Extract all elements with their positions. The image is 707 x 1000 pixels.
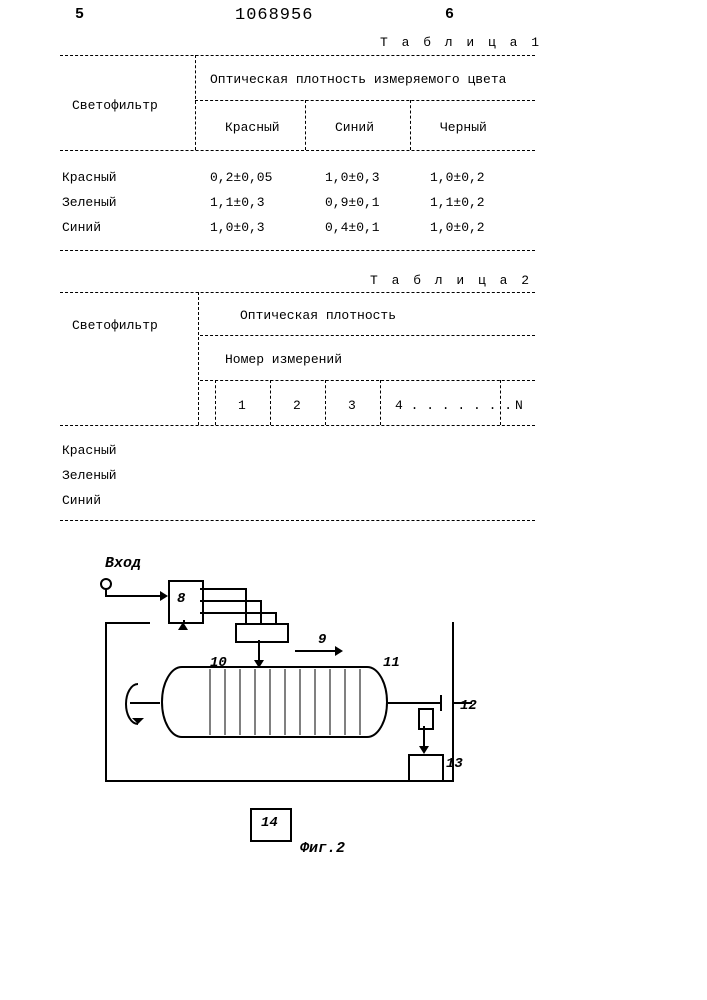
diag-top-block — [235, 623, 289, 643]
page-right-num: 6 — [445, 6, 454, 23]
t1-r2-c0: 1,0±0,3 — [210, 220, 265, 235]
t1-mid-rule — [195, 100, 535, 101]
rotation-arc-icon — [118, 680, 148, 728]
t1-bottom-rule — [60, 250, 535, 251]
t2-r0-label: Красный — [62, 443, 117, 458]
t1-row-header: Светофильтр — [72, 98, 158, 113]
arrow-in-8 — [160, 591, 168, 601]
t2-col-3: 4 . . . . . . . — [395, 398, 512, 413]
t2-col-0: 1 — [238, 398, 246, 413]
diag-label-10: 10 — [210, 655, 227, 671]
t1-r0-c2: 1,0±0,2 — [430, 170, 485, 185]
t1-v2 — [305, 100, 306, 150]
t2-rule-a — [200, 335, 535, 336]
diag-label-13: 13 — [446, 756, 463, 772]
t2-v-1 — [270, 380, 271, 425]
t2-col-1: 2 — [293, 398, 301, 413]
t1-col-0: Красный — [225, 120, 280, 135]
t2-v-2 — [325, 380, 326, 425]
diag-box-13 — [408, 754, 444, 782]
diag-sensor-12 — [418, 708, 434, 730]
t1-col-2: Черный — [440, 120, 487, 135]
t2-col-4: N — [515, 398, 523, 413]
t1-r1-label: Зеленый — [62, 195, 117, 210]
diag-label-11: 11 — [383, 655, 400, 671]
t1-r0-c0: 0,2±0,05 — [210, 170, 272, 185]
t2-r2-label: Синий — [62, 493, 101, 508]
t1-r2-label: Синий — [62, 220, 101, 235]
t1-v1 — [195, 55, 196, 150]
diag-label-8: 8 — [177, 591, 185, 607]
t2-bottom-rule — [60, 520, 535, 521]
diag-input-lead-h — [105, 595, 160, 597]
t2-col-2: 3 — [348, 398, 356, 413]
t2-r1-label: Зеленый — [62, 468, 117, 483]
t2-header-bottom-rule — [60, 425, 535, 426]
t1-r0-label: Красный — [62, 170, 117, 185]
t2-group-header: Оптическая плотность — [240, 308, 396, 323]
t1-r1-c0: 1,1±0,3 — [210, 195, 265, 210]
diag-axle-right-a — [388, 702, 440, 704]
t1-v3 — [410, 100, 411, 150]
diag-caption: Фиг.2 — [300, 840, 345, 857]
diag-cylinder — [160, 665, 390, 740]
t1-r1-c2: 1,1±0,2 — [430, 195, 485, 210]
page: 5 1068956 6 Т а б л и ц а 1 Светофильтр … — [0, 0, 707, 1000]
t2-top-rule — [60, 292, 535, 293]
doc-number: 1068956 — [235, 6, 313, 25]
t2-sub-header: Номер измерений — [225, 352, 342, 367]
t1-caption: Т а б л и ц а 1 — [380, 35, 542, 50]
diag-label-12: 12 — [460, 698, 477, 714]
t2-v-main — [198, 292, 199, 425]
t1-top-rule — [60, 55, 535, 56]
arrow-9 — [335, 646, 343, 656]
t2-v-3 — [380, 380, 381, 425]
arrow-feedback-8 — [178, 622, 188, 630]
t1-header-bottom-rule — [60, 150, 535, 151]
t1-r1-c1: 0,9±0,1 — [325, 195, 380, 210]
diag-input-label: Вход — [105, 555, 141, 572]
t2-caption: Т а б л и ц а 2 — [370, 273, 532, 288]
t2-v-l — [215, 380, 216, 425]
t2-rule-b — [200, 380, 535, 381]
diag-top-edge-left — [105, 622, 150, 624]
t2-row-header: Светофильтр — [72, 318, 158, 333]
t1-col-1: Синий — [335, 120, 374, 135]
diag-box-8 — [168, 580, 204, 624]
t1-group-header: Оптическая плотность измеряемого цвета — [210, 72, 506, 87]
t1-r2-c1: 0,4±0,1 — [325, 220, 380, 235]
t1-r0-c1: 1,0±0,3 — [325, 170, 380, 185]
arrow-12-13 — [419, 746, 429, 754]
diag-label-14: 14 — [261, 815, 278, 831]
diag-arrow9-line — [295, 650, 335, 652]
t1-r2-c2: 1,0±0,2 — [430, 220, 485, 235]
diag-label-9: 9 — [318, 632, 326, 648]
page-left-num: 5 — [75, 6, 84, 23]
